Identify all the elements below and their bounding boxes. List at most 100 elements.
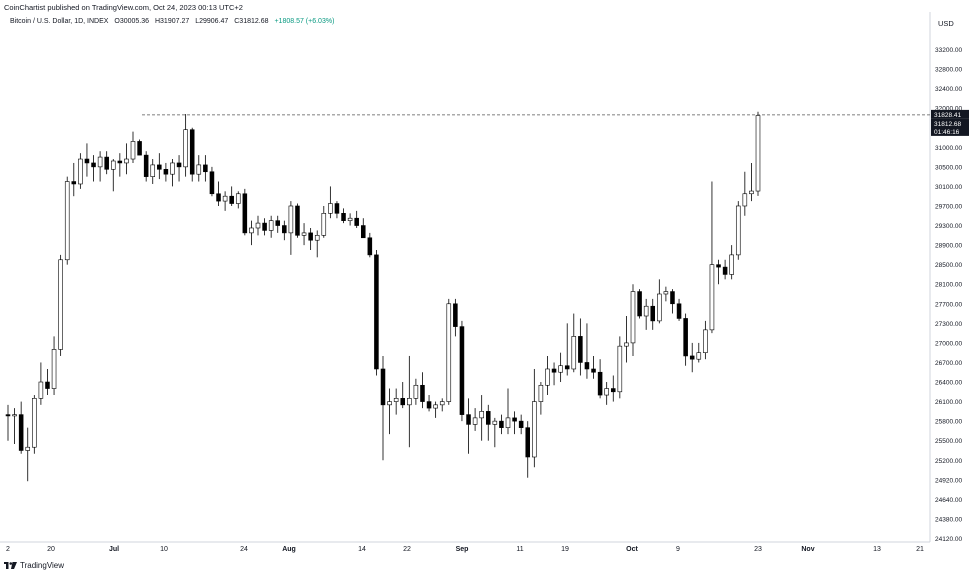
candle-body <box>545 368 550 386</box>
candle-body <box>58 259 63 350</box>
symbol-name[interactable]: Bitcoin / U.S. Dollar, 1D, INDEX <box>10 18 109 25</box>
candle-body <box>229 195 234 204</box>
x-tick-label: 14 <box>358 546 366 553</box>
ohlc-high: H31907.27 <box>154 18 190 25</box>
candle-body <box>703 329 708 353</box>
tradingview-logo-icon <box>4 561 17 569</box>
y-tick-label: 25500.00 <box>935 438 962 445</box>
candle-body <box>110 160 116 170</box>
candle-body <box>97 156 103 168</box>
candle-body <box>321 213 327 236</box>
last-price-box <box>931 118 969 136</box>
ohlc-open: O30005.36 <box>114 18 150 25</box>
y-tick-label: 31000.00 <box>935 145 962 152</box>
y-tick-label: 30100.00 <box>935 184 962 191</box>
candle-body <box>492 420 498 425</box>
candle-body <box>71 181 77 185</box>
candle-body <box>499 420 504 428</box>
x-tick-label: 23 <box>754 546 762 553</box>
last-price-label: 31812.68 <box>934 121 961 128</box>
candle-body <box>485 411 491 425</box>
currency-label[interactable]: USD <box>938 19 954 28</box>
y-tick-label: 28100.00 <box>935 282 962 289</box>
y-tick-label: 28500.00 <box>935 262 962 269</box>
footer-brand-label: TradingView <box>20 561 65 570</box>
candle-body <box>689 355 695 360</box>
candle-body <box>729 254 734 275</box>
candle-body <box>591 368 596 373</box>
candle-body <box>558 365 563 373</box>
candle-body <box>716 264 721 268</box>
y-tick-label: 26400.00 <box>935 380 962 387</box>
candle-body <box>696 352 702 360</box>
candle-body <box>64 181 70 261</box>
ohlc-low: L29906.47 <box>195 18 229 25</box>
y-tick-label: 27300.00 <box>935 321 962 328</box>
candle-body <box>735 205 741 256</box>
y-tick-label: 33200.00 <box>935 47 962 54</box>
candle-body <box>308 232 313 241</box>
candle-body <box>387 401 392 406</box>
candle-body <box>578 336 583 363</box>
candle-body <box>163 169 169 175</box>
candle-body <box>216 193 221 202</box>
candle-body <box>518 420 524 428</box>
candle-body <box>413 384 419 399</box>
y-tick-label: 26700.00 <box>935 360 962 367</box>
y-tick-label: 27000.00 <box>935 340 962 347</box>
y-tick-label: 27700.00 <box>935 301 962 308</box>
candle-body <box>124 158 129 164</box>
candle-body <box>104 156 109 170</box>
candle-body <box>32 398 37 448</box>
candle-body <box>637 291 642 317</box>
candle-body <box>314 235 320 241</box>
high-price-label: 31828.41 <box>934 112 961 119</box>
candle-body <box>749 190 754 195</box>
candle-body <box>663 291 669 295</box>
candle-body <box>255 222 261 229</box>
candle-body <box>459 326 465 415</box>
candle-body <box>466 414 471 425</box>
footer-brand[interactable]: TradingView <box>4 561 64 570</box>
candle-body <box>235 193 241 204</box>
y-tick-label: 24380.00 <box>935 516 962 523</box>
candle-body <box>117 160 123 164</box>
candle-body <box>150 164 156 177</box>
candle-body <box>453 303 458 327</box>
candle-body <box>683 318 688 357</box>
symbol-legend: Bitcoin / U.S. Dollar, 1D, INDEX O30005.… <box>10 18 338 25</box>
x-tick-label: Aug <box>282 546 296 553</box>
candle-body <box>624 342 629 347</box>
candle-body <box>643 305 649 317</box>
x-tick-label: 19 <box>561 546 569 553</box>
candle-body <box>347 217 353 221</box>
candle-body <box>170 162 175 175</box>
y-tick-label: 32800.00 <box>935 67 962 74</box>
candle-body <box>301 232 307 236</box>
candle-body <box>433 404 438 409</box>
candle-body <box>742 193 748 207</box>
candle-body <box>91 162 96 168</box>
candle-body <box>400 398 406 406</box>
candle-body <box>525 427 531 458</box>
candle-body <box>45 381 50 389</box>
ohlc-close: C31812.68 <box>234 18 269 25</box>
candle-body <box>295 205 300 236</box>
candle-body <box>209 171 215 195</box>
candle-body <box>439 401 445 406</box>
candle-body <box>328 203 333 214</box>
x-tick-label: 11 <box>516 546 523 553</box>
y-tick-label: 25200.00 <box>935 458 962 465</box>
y-tick-label: 32400.00 <box>935 86 962 93</box>
candle-body <box>407 398 412 406</box>
candle-body <box>657 293 662 322</box>
candle-body <box>604 388 609 396</box>
candle-body <box>709 264 715 331</box>
candle-body <box>183 129 188 168</box>
x-tick-label: 10 <box>160 546 168 553</box>
candle-body <box>157 164 162 170</box>
candle-body <box>143 154 149 177</box>
candle-body <box>538 384 544 402</box>
candle-body <box>630 291 636 344</box>
